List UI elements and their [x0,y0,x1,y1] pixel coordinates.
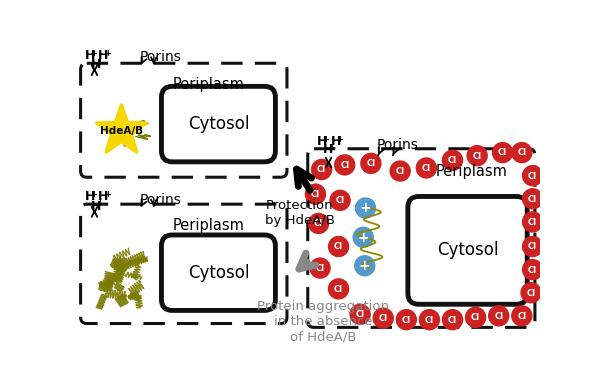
Text: Porins: Porins [377,138,419,152]
Text: H: H [84,49,95,63]
Text: Cl: Cl [448,156,457,165]
Circle shape [305,184,326,204]
Text: H: H [91,200,101,213]
FancyBboxPatch shape [161,235,275,310]
Circle shape [310,258,330,278]
Text: H: H [317,135,327,148]
Text: Periplasm: Periplasm [173,77,244,92]
Circle shape [361,153,381,173]
Text: Cl: Cl [396,167,405,176]
Circle shape [355,256,374,276]
Text: +: + [359,201,371,215]
Text: +: + [104,190,111,199]
Circle shape [465,307,486,327]
Circle shape [356,198,376,218]
Circle shape [335,155,355,175]
Text: Cl: Cl [517,312,526,321]
Circle shape [308,213,329,234]
Text: +: + [358,231,369,245]
Circle shape [396,310,417,330]
Text: Porins: Porins [140,50,182,64]
Text: Cytosol: Cytosol [188,264,249,282]
Text: +: + [96,58,103,67]
Text: Cl: Cl [379,314,388,323]
Text: Cl: Cl [498,149,507,157]
Text: Cytosol: Cytosol [437,241,498,259]
Text: Cl: Cl [334,285,343,294]
Text: +: + [359,259,371,273]
Text: H: H [98,190,109,203]
Circle shape [417,158,436,178]
Text: Cl: Cl [334,242,343,251]
Text: +: + [104,49,111,58]
Text: H: H [331,135,341,148]
Text: H: H [323,143,334,156]
Text: Protection
by HdeA/B: Protection by HdeA/B [265,199,335,227]
Text: Cl: Cl [317,166,326,174]
Text: Porins: Porins [140,193,182,207]
Circle shape [523,237,542,257]
Text: Cl: Cl [528,242,537,251]
Text: +: + [90,190,97,199]
Text: H: H [84,190,95,203]
Text: Cl: Cl [422,164,431,173]
Text: HdeA/B: HdeA/B [100,126,143,136]
Circle shape [353,227,373,247]
Text: Cl: Cl [315,264,324,273]
Text: Cl: Cl [473,152,482,161]
Text: Cl: Cl [448,316,457,325]
Circle shape [489,306,509,326]
Text: H: H [91,58,101,71]
Text: Protein aggregation
in the absence
of HdeA/B: Protein aggregation in the absence of Hd… [257,300,389,344]
Text: Cl: Cl [402,316,411,325]
Text: Cl: Cl [367,159,376,168]
Circle shape [523,189,542,209]
Text: Cl: Cl [335,196,345,205]
Circle shape [523,166,542,186]
Text: Cl: Cl [528,171,537,181]
Text: +: + [96,200,103,208]
Circle shape [390,161,410,181]
Circle shape [467,146,487,166]
Circle shape [329,237,349,257]
Text: Cl: Cl [311,190,320,199]
Text: +: + [337,135,343,144]
Text: H: H [98,49,109,63]
Circle shape [512,306,532,326]
Circle shape [521,283,541,303]
Circle shape [329,279,349,299]
Circle shape [512,142,532,163]
FancyBboxPatch shape [161,86,275,162]
Polygon shape [96,104,147,153]
Circle shape [442,150,462,170]
Text: Cl: Cl [340,161,349,170]
Circle shape [373,308,393,328]
Circle shape [523,260,542,279]
Circle shape [350,304,370,324]
Text: Cl: Cl [314,219,323,228]
Text: Cl: Cl [528,266,537,274]
Text: +: + [90,49,97,58]
Circle shape [492,142,512,163]
Circle shape [312,159,332,179]
Text: Cytosol: Cytosol [188,115,249,133]
Circle shape [420,310,439,330]
Text: Cl: Cl [494,312,503,321]
Text: Periplasm: Periplasm [173,218,244,233]
Text: Cl: Cl [425,316,434,325]
Text: Cl: Cl [527,289,536,298]
Circle shape [330,190,350,210]
Text: Cl: Cl [528,218,537,227]
Text: Cl: Cl [517,149,526,157]
Circle shape [442,310,462,330]
FancyBboxPatch shape [408,196,527,304]
Text: Periplasm: Periplasm [435,164,507,179]
Text: Cl: Cl [528,195,537,204]
Text: +: + [323,135,329,144]
Text: +: + [329,143,335,152]
Circle shape [523,212,542,232]
Text: Cl: Cl [471,313,480,322]
Text: Cl: Cl [356,310,365,319]
